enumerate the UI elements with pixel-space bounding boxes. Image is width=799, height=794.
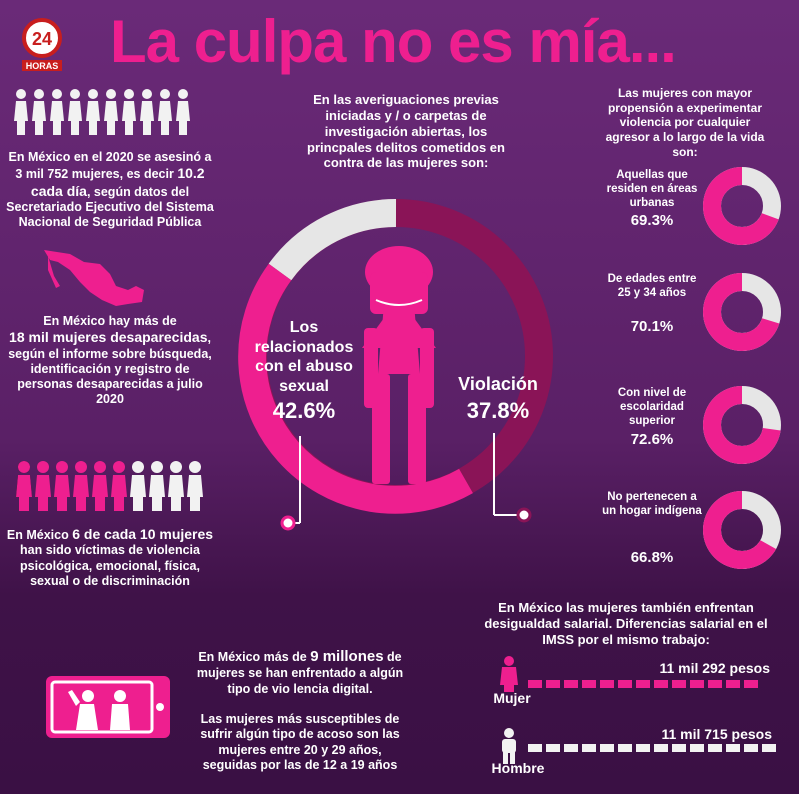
woman-icon	[498, 656, 520, 697]
logo-text: HORAS	[26, 61, 59, 71]
victims-highlight: 6 de cada 10 mujeres	[72, 526, 214, 542]
salary-bar-segment	[744, 680, 758, 688]
woman-label: Mujer	[493, 690, 531, 706]
abuso-value: 42.6%	[272, 398, 336, 423]
salary-bar-segment	[672, 744, 686, 752]
donut-segment-other	[268, 198, 397, 281]
salary-bar-segment	[618, 744, 632, 752]
men-salary-bar	[528, 744, 776, 752]
women-salary-bar	[528, 680, 758, 688]
salary-bar-segment	[528, 744, 542, 752]
page-title: La culpa no es mía...	[110, 8, 677, 75]
salary-bar-segment	[582, 680, 596, 688]
salary-bar-segment	[762, 744, 776, 752]
crimes-donut-chart	[236, 178, 556, 583]
digital-device-icon	[46, 676, 170, 738]
missing-highlight: 18 mil mujeres desaparecidas	[9, 329, 208, 346]
salary-bar-segment	[654, 744, 668, 752]
salary-bar-segment	[546, 744, 560, 752]
missing-women-text: En México hay más de 18 mil mujeres desa…	[4, 314, 216, 408]
donut-fill	[703, 386, 781, 464]
missing-text-post: , según el informe sobre búsqueda, ident…	[8, 331, 212, 407]
logo: 24 HORAS	[18, 16, 66, 72]
item-urban-value: 69.3%	[630, 212, 674, 229]
salary-bar-segment	[690, 744, 704, 752]
missing-text-pre: En México hay más de	[43, 314, 177, 328]
item-education-label: Con nivel de escolaridad superior	[617, 387, 687, 428]
item-age-value: 70.1%	[630, 318, 674, 335]
salary-bar-segment	[582, 744, 596, 752]
six-of-ten-figures-icon	[16, 460, 210, 517]
violacion-value: 37.8%	[466, 398, 530, 423]
men-salary-value: 11 mil 715 pesos	[661, 726, 772, 742]
item-indigenous-label: No pertenecen a un hogar indígena	[602, 491, 702, 518]
digital-text-pre: En México más de	[198, 650, 307, 664]
salary-bar-segment	[726, 680, 740, 688]
salary-bar-segment	[618, 680, 632, 688]
salary-bar-segment	[690, 680, 704, 688]
abuso-label: Los relacionados con el abuso sexual	[254, 319, 354, 395]
salary-bar-segment	[636, 744, 650, 752]
salary-bar-segment	[672, 680, 686, 688]
propensity-intro: Las mujeres con mayor propensión a exper…	[605, 86, 765, 159]
woman-silhouette-icon	[362, 246, 436, 484]
salary-bar-segment	[564, 680, 578, 688]
crimes-intro: En las averiguaciones previas iniciadas …	[307, 92, 505, 171]
women-figures-icon	[14, 89, 190, 135]
item-education-value: 72.6%	[630, 431, 674, 448]
mexico-map-icon	[40, 246, 150, 315]
donut-fill	[703, 491, 781, 569]
violacion-label: Violación	[458, 374, 538, 394]
homicides-text-post: , según datos del Secretariado Ejecutivo…	[6, 184, 214, 230]
man-icon	[498, 728, 520, 769]
donut-fill	[703, 273, 781, 351]
homicides-text-pre: En México en el 2020 se asesinó a 3 mil …	[8, 150, 212, 182]
donut-segment-abuso	[238, 263, 473, 514]
logo-number: 24	[32, 29, 52, 49]
homicides-text: En México en el 2020 se asesinó a 3 mil …	[4, 150, 216, 230]
women-figures-row	[14, 88, 204, 136]
salary-bar-segment	[636, 680, 650, 688]
salary-bar-segment	[708, 680, 722, 688]
victims-text-post: han sido víctimas de violencia psicológi…	[20, 543, 200, 588]
propensity-donuts	[703, 167, 781, 569]
salary-bar-segment	[708, 744, 722, 752]
salary-bar-segment	[600, 680, 614, 688]
salary-bar-segment	[744, 744, 758, 752]
victims-text-pre: En México	[6, 528, 69, 542]
homicides-highlight: 10.2 cada día	[30, 165, 205, 199]
salary-bar-segment	[528, 680, 542, 688]
salary-intro: En México las mujeres también enfrentan …	[484, 600, 768, 647]
digital-violence-text: En México más de 9 millones de mujeres s…	[194, 648, 406, 697]
digital-text-post: de mujeres se han enfrentado a algún tip…	[196, 650, 404, 696]
digital-highlight: 9 millones	[310, 648, 384, 665]
salary-bar-segment	[654, 680, 668, 688]
item-age-label: De edades entre 25 y 34 años	[607, 273, 697, 300]
donut-fill	[703, 167, 781, 245]
salary-bar-segment	[546, 680, 560, 688]
man-label: Hombre	[491, 760, 545, 776]
violence-victims-text: En México 6 de cada 10 mujeres han sido …	[4, 526, 216, 589]
digital-harassment-text: Las mujeres más susceptibles de sufrir a…	[200, 712, 400, 772]
item-indigenous-value: 66.8%	[630, 549, 674, 566]
item-urban-label: Aquellas que residen en áreas urbanas	[606, 169, 698, 210]
women-salary-value: 11 mil 292 pesos	[659, 660, 770, 676]
salary-bar-segment	[600, 744, 614, 752]
salary-bar-segment	[726, 744, 740, 752]
salary-bar-segment	[564, 744, 578, 752]
